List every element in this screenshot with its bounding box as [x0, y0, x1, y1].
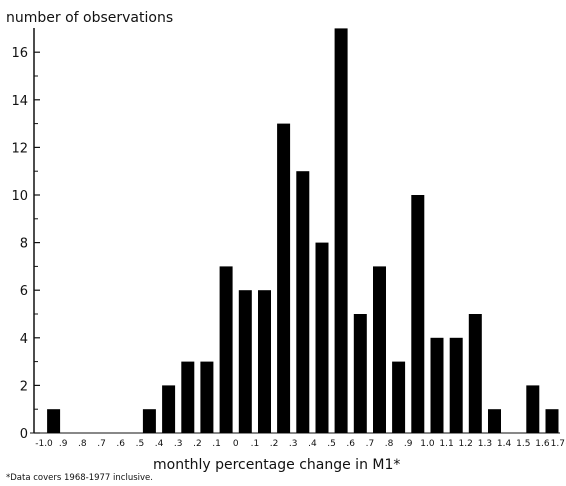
- x-tick-label: 1.5: [516, 439, 530, 449]
- x-tick-label: .6: [346, 439, 355, 449]
- x-tick-label: .5: [327, 439, 336, 449]
- y-tick-label: 14: [11, 94, 28, 109]
- x-tick-label: -1.0: [35, 439, 53, 449]
- histogram-bar: [238, 290, 252, 433]
- x-tick-label: .4: [308, 439, 317, 449]
- x-tick-label: 1.3: [478, 439, 492, 449]
- x-tick-label: .8: [385, 439, 394, 449]
- x-tick-label: 1.0: [420, 439, 435, 449]
- histogram-bar: [545, 409, 559, 433]
- histogram-bar: [219, 266, 233, 433]
- histogram-bar: [468, 314, 482, 433]
- histogram-bar: [162, 385, 176, 433]
- histogram-bar: [449, 337, 463, 433]
- histogram-bar: [411, 195, 425, 433]
- histogram-bar: [142, 409, 156, 433]
- x-tick-label: .8: [78, 439, 87, 449]
- y-tick-label: 12: [11, 141, 28, 156]
- histogram-bar: [334, 28, 348, 434]
- x-tick-label: 0: [233, 439, 239, 449]
- histogram-bar: [430, 337, 444, 433]
- histogram-bar: [181, 361, 195, 433]
- y-axis-label: number of observations: [6, 10, 173, 26]
- histogram-bar: [47, 409, 61, 433]
- y-tick-label: 2: [20, 379, 28, 394]
- histogram-bar: [315, 242, 329, 433]
- x-tick-label: 1.6: [535, 439, 550, 449]
- x-tick-label: 1.4: [497, 439, 512, 449]
- x-tick-label: .4: [155, 439, 164, 449]
- histogram-bar: [296, 171, 310, 433]
- x-tick-label: .9: [59, 439, 68, 449]
- y-tick-label: 10: [11, 189, 28, 204]
- x-tick-label: .5: [136, 439, 145, 449]
- histogram-bar: [200, 361, 214, 433]
- x-tick-label: .1: [212, 439, 221, 449]
- x-tick-label: .3: [289, 439, 298, 449]
- histogram-bar: [277, 123, 291, 433]
- histogram-bar: [526, 385, 540, 433]
- y-tick-label: 8: [20, 237, 28, 252]
- x-tick-label: 1.7+: [551, 439, 566, 449]
- x-tick-label: .7: [366, 439, 375, 449]
- x-tick-label: 1.1: [439, 439, 453, 449]
- x-tick-label: .6: [116, 439, 125, 449]
- y-tick-label: 4: [20, 332, 28, 347]
- y-tick-label: 0: [20, 427, 28, 442]
- x-axis-label: monthly percentage change in M1*: [153, 457, 400, 473]
- x-tick-label: .1: [251, 439, 260, 449]
- x-tick-label: .3: [174, 439, 183, 449]
- x-tick-label: 1.2: [459, 439, 473, 449]
- footnote: *Data covers 1968-1977 inclusive.: [6, 473, 153, 483]
- x-tick-label: .2: [193, 439, 202, 449]
- histogram-bar: [488, 409, 501, 433]
- x-tick-label: .7: [97, 439, 106, 449]
- histogram-bar: [258, 290, 271, 433]
- x-tick-label: .2: [270, 439, 279, 449]
- x-tick-label: .9: [404, 439, 413, 449]
- y-tick-label: 6: [20, 284, 28, 299]
- histogram-bar: [353, 314, 367, 433]
- y-tick-label: 16: [11, 46, 28, 61]
- histogram-bar: [392, 361, 406, 433]
- histogram-bar: [373, 266, 386, 433]
